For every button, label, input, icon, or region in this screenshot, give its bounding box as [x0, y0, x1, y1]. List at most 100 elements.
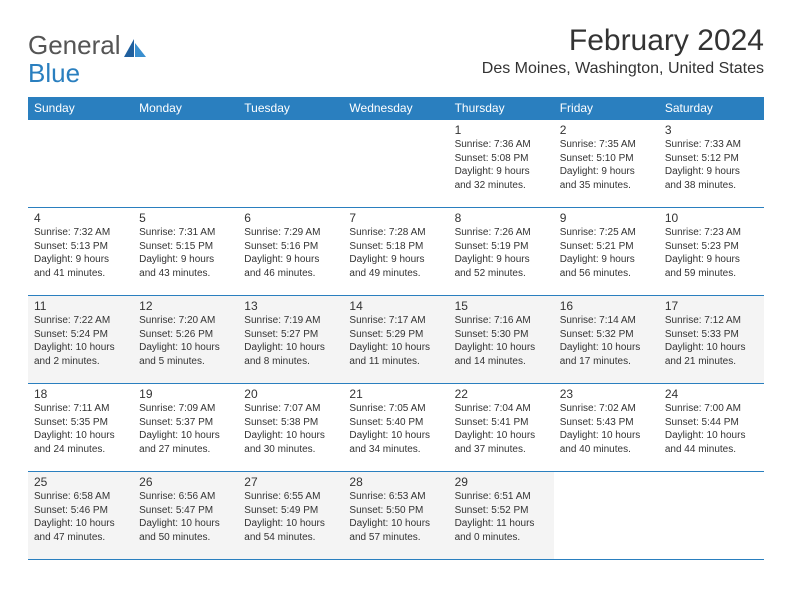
daylight-text: Daylight: 9 hours and 52 minutes.: [455, 253, 548, 280]
sunrise-text: Sunrise: 7:07 AM: [244, 402, 337, 416]
dayhdr-tue: Tuesday: [238, 97, 343, 120]
day-number: 19: [139, 387, 232, 401]
brand-logo: General: [28, 30, 146, 61]
daylight-text: Daylight: 9 hours and 32 minutes.: [455, 165, 548, 192]
daylight-text: Daylight: 10 hours and 57 minutes.: [349, 517, 442, 544]
day-number: 7: [349, 211, 442, 225]
day-number: 20: [244, 387, 337, 401]
sunset-text: Sunset: 5:16 PM: [244, 240, 337, 254]
sunset-text: Sunset: 5:49 PM: [244, 504, 337, 518]
calendar-cell: [554, 472, 659, 560]
sunset-text: Sunset: 5:21 PM: [560, 240, 653, 254]
daylight-text: Daylight: 9 hours and 43 minutes.: [139, 253, 232, 280]
calendar-cell: [133, 120, 238, 208]
daylight-text: Daylight: 10 hours and 30 minutes.: [244, 429, 337, 456]
daylight-text: Daylight: 10 hours and 5 minutes.: [139, 341, 232, 368]
daylight-text: Daylight: 9 hours and 59 minutes.: [665, 253, 758, 280]
calendar-week-row: 1Sunrise: 7:36 AMSunset: 5:08 PMDaylight…: [28, 120, 764, 208]
day-number: 9: [560, 211, 653, 225]
day-number: 4: [34, 211, 127, 225]
dayhdr-sat: Saturday: [659, 97, 764, 120]
sunrise-text: Sunrise: 6:55 AM: [244, 490, 337, 504]
calendar-cell: [343, 120, 448, 208]
daylight-text: Daylight: 10 hours and 54 minutes.: [244, 517, 337, 544]
day-number: 29: [455, 475, 548, 489]
calendar-cell: 23Sunrise: 7:02 AMSunset: 5:43 PMDayligh…: [554, 384, 659, 472]
calendar-cell: 8Sunrise: 7:26 AMSunset: 5:19 PMDaylight…: [449, 208, 554, 296]
calendar-cell: 12Sunrise: 7:20 AMSunset: 5:26 PMDayligh…: [133, 296, 238, 384]
sunset-text: Sunset: 5:18 PM: [349, 240, 442, 254]
daylight-text: Daylight: 10 hours and 50 minutes.: [139, 517, 232, 544]
sunrise-text: Sunrise: 7:16 AM: [455, 314, 548, 328]
calendar-cell: 29Sunrise: 6:51 AMSunset: 5:52 PMDayligh…: [449, 472, 554, 560]
sunset-text: Sunset: 5:23 PM: [665, 240, 758, 254]
day-header-row: Sunday Monday Tuesday Wednesday Thursday…: [28, 97, 764, 120]
sunrise-text: Sunrise: 6:56 AM: [139, 490, 232, 504]
calendar-cell: 15Sunrise: 7:16 AMSunset: 5:30 PMDayligh…: [449, 296, 554, 384]
calendar-page: General February 2024 Des Moines, Washin…: [0, 0, 792, 580]
daylight-text: Daylight: 9 hours and 46 minutes.: [244, 253, 337, 280]
sunrise-text: Sunrise: 7:23 AM: [665, 226, 758, 240]
calendar-cell: 4Sunrise: 7:32 AMSunset: 5:13 PMDaylight…: [28, 208, 133, 296]
calendar-cell: 6Sunrise: 7:29 AMSunset: 5:16 PMDaylight…: [238, 208, 343, 296]
daylight-text: Daylight: 9 hours and 35 minutes.: [560, 165, 653, 192]
sunset-text: Sunset: 5:46 PM: [34, 504, 127, 518]
sunset-text: Sunset: 5:12 PM: [665, 152, 758, 166]
daylight-text: Daylight: 10 hours and 14 minutes.: [455, 341, 548, 368]
calendar-cell: 13Sunrise: 7:19 AMSunset: 5:27 PMDayligh…: [238, 296, 343, 384]
sunset-text: Sunset: 5:41 PM: [455, 416, 548, 430]
sunset-text: Sunset: 5:37 PM: [139, 416, 232, 430]
sunrise-text: Sunrise: 7:02 AM: [560, 402, 653, 416]
dayhdr-fri: Friday: [554, 97, 659, 120]
location-text: Des Moines, Washington, United States: [482, 60, 764, 78]
calendar-cell: 24Sunrise: 7:00 AMSunset: 5:44 PMDayligh…: [659, 384, 764, 472]
sunrise-text: Sunrise: 7:09 AM: [139, 402, 232, 416]
sunset-text: Sunset: 5:19 PM: [455, 240, 548, 254]
sunrise-text: Sunrise: 6:51 AM: [455, 490, 548, 504]
day-number: 3: [665, 123, 758, 137]
calendar-body: 1Sunrise: 7:36 AMSunset: 5:08 PMDaylight…: [28, 120, 764, 560]
daylight-text: Daylight: 10 hours and 2 minutes.: [34, 341, 127, 368]
day-number: 5: [139, 211, 232, 225]
calendar-cell: [659, 472, 764, 560]
calendar-cell: 16Sunrise: 7:14 AMSunset: 5:32 PMDayligh…: [554, 296, 659, 384]
sunset-text: Sunset: 5:40 PM: [349, 416, 442, 430]
day-number: 21: [349, 387, 442, 401]
calendar-cell: 10Sunrise: 7:23 AMSunset: 5:23 PMDayligh…: [659, 208, 764, 296]
calendar-cell: [28, 120, 133, 208]
sunset-text: Sunset: 5:33 PM: [665, 328, 758, 342]
calendar-week-row: 18Sunrise: 7:11 AMSunset: 5:35 PM Dayligh…: [28, 384, 764, 472]
sunset-text: Sunset: 5:38 PM: [244, 416, 337, 430]
sunrise-text: Sunrise: 7:05 AM: [349, 402, 442, 416]
day-number: 18: [34, 387, 127, 401]
daylight-text: Daylight: 10 hours and 27 minutes.: [139, 429, 232, 456]
calendar-week-row: 4Sunrise: 7:32 AMSunset: 5:13 PMDaylight…: [28, 208, 764, 296]
day-number: 14: [349, 299, 442, 313]
day-number: 25: [34, 475, 127, 489]
sunset-text: Sunset: 5:26 PM: [139, 328, 232, 342]
daylight-text: Daylight: 9 hours and 38 minutes.: [665, 165, 758, 192]
day-number: 6: [244, 211, 337, 225]
dayhdr-thu: Thursday: [449, 97, 554, 120]
calendar-cell: 20Sunrise: 7:07 AMSunset: 5:38 PMDayligh…: [238, 384, 343, 472]
sunset-text: Sunset: 5:43 PM: [560, 416, 653, 430]
day-number: 24: [665, 387, 758, 401]
sunrise-text: Sunrise: 7:11 AM: [34, 402, 127, 416]
sunset-text: Sunset: 5:35 PM: [34, 416, 127, 430]
day-number: 10: [665, 211, 758, 225]
calendar-week-row: 25Sunrise: 6:58 AMSunset: 5:46 PM Dayligh…: [28, 472, 764, 560]
daylight-text: Daylight: 10 hours and 44 minutes.: [665, 429, 758, 456]
sunrise-text: Sunrise: 6:58 AM: [34, 490, 127, 504]
daylight-text: Daylight: 10 hours and 8 minutes.: [244, 341, 337, 368]
sunset-text: Sunset: 5:29 PM: [349, 328, 442, 342]
daylight-text: Daylight: 11 hours and 0 minutes.: [455, 517, 548, 544]
sunrise-text: Sunrise: 7:35 AM: [560, 138, 653, 152]
day-number: 13: [244, 299, 337, 313]
sunrise-text: Sunrise: 7:17 AM: [349, 314, 442, 328]
day-number: 16: [560, 299, 653, 313]
sunrise-text: Sunrise: 7:31 AM: [139, 226, 232, 240]
sunrise-text: Sunrise: 7:00 AM: [665, 402, 758, 416]
calendar-cell: 26Sunrise: 6:56 AMSunset: 5:47 PMDayligh…: [133, 472, 238, 560]
sunrise-text: Sunrise: 7:19 AM: [244, 314, 337, 328]
sunrise-text: Sunrise: 7:12 AM: [665, 314, 758, 328]
